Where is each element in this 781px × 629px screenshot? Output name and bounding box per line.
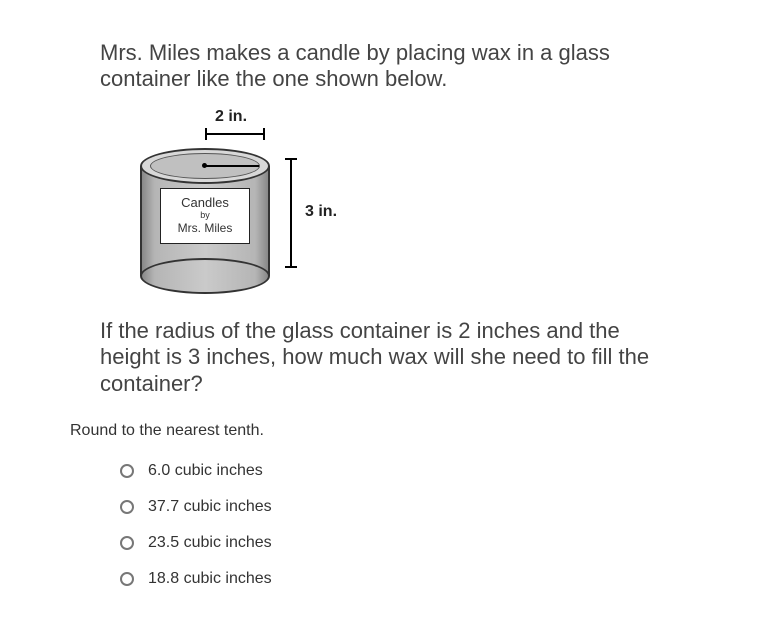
option-d[interactable]: 18.8 cubic inches — [120, 570, 681, 588]
radius-bracket — [205, 128, 265, 140]
candle-diagram: 2 in. Candles by Mrs. Miles 3 in. — [130, 108, 350, 308]
option-label: 37.7 cubic inches — [148, 498, 272, 516]
height-label: 3 in. — [305, 203, 337, 221]
option-b[interactable]: 37.7 cubic inches — [120, 498, 681, 516]
height-bracket — [285, 158, 297, 268]
rounding-instruction: Round to the nearest tenth. — [70, 422, 681, 440]
radius-label: 2 in. — [215, 108, 247, 126]
cylinder: Candles by Mrs. Miles — [140, 148, 270, 288]
option-c[interactable]: 23.5 cubic inches — [120, 534, 681, 552]
candle-label-line2: by — [163, 210, 247, 221]
answer-options: 6.0 cubic inches 37.7 cubic inches 23.5 … — [120, 462, 681, 588]
candle-product-label: Candles by Mrs. Miles — [160, 188, 250, 244]
radio-icon — [120, 572, 134, 586]
candle-label-line3: Mrs. Miles — [163, 221, 247, 235]
option-label: 23.5 cubic inches — [148, 534, 272, 552]
question-prompt: If the radius of the glass container is … — [100, 318, 681, 397]
radio-icon — [120, 536, 134, 550]
candle-label-line1: Candles — [163, 195, 247, 211]
option-label: 6.0 cubic inches — [148, 462, 263, 480]
option-label: 18.8 cubic inches — [148, 570, 272, 588]
option-a[interactable]: 6.0 cubic inches — [120, 462, 681, 480]
question-intro: Mrs. Miles makes a candle by placing wax… — [100, 40, 681, 93]
radio-icon — [120, 464, 134, 478]
radio-icon — [120, 500, 134, 514]
